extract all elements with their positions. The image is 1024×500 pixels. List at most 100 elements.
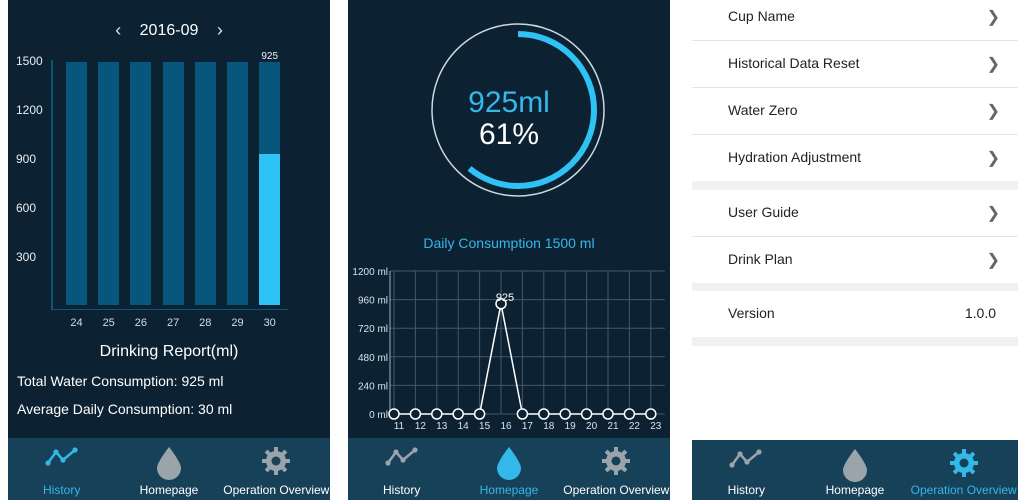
x-tick: 17 <box>522 421 534 432</box>
data-point <box>538 408 550 420</box>
settings-item-drink-plan[interactable]: Drink Plan ❯ <box>692 237 1018 283</box>
y-tick: 300 <box>16 250 37 264</box>
data-point <box>623 408 636 420</box>
x-tick: 29 <box>231 317 244 329</box>
settings-item-historical-data-reset[interactable]: Historical Data Reset ❯ <box>692 41 1018 87</box>
y-tick: 240 ml <box>358 381 388 392</box>
x-tick: 23 <box>650 421 662 432</box>
nav-operation-label: Operation Overview <box>910 483 1017 497</box>
nav-operation[interactable]: Operation Overview <box>909 440 1018 500</box>
data-point <box>580 408 593 420</box>
x-tick: 30 <box>263 317 276 329</box>
y-tick: 0 ml <box>369 410 388 421</box>
nav-operation-label: Operation Overview <box>223 483 330 497</box>
data-point <box>431 408 443 420</box>
bottom-nav: History Homepage Operation <box>692 440 1018 500</box>
blank-area <box>692 346 1018 440</box>
bar-25 <box>98 62 120 305</box>
settings-screen: Cup Name ❯ Historical Data Reset ❯ Water… <box>692 0 1018 500</box>
divider <box>692 40 1018 41</box>
bar-29 <box>227 62 248 305</box>
nav-history[interactable]: History <box>348 438 455 500</box>
x-tick: 27 <box>166 317 180 329</box>
settings-item-label: User Guide <box>728 204 799 220</box>
chevron-left-icon[interactable]: ‹ <box>115 20 122 40</box>
nav-history-label: History <box>382 483 421 497</box>
x-tick: 22 <box>629 421 641 432</box>
bar-30 <box>259 62 281 305</box>
month-label: 2016-09 <box>139 21 199 39</box>
nav-operation[interactable]: Operation Overview <box>223 438 330 500</box>
version-value: 1.0.0 <box>964 305 996 321</box>
settings-item-label: Drink Plan <box>728 251 793 267</box>
settings-item-user-guide[interactable]: User Guide ❯ <box>692 190 1018 236</box>
history-screen: ‹ 2016-09 › 1500 1200 900 600 300 24 25 26… <box>8 0 330 500</box>
y-tick: 900 <box>16 152 37 166</box>
chevron-right-icon: ❯ <box>986 56 1000 73</box>
settings-item-version: Version 1.0.0 <box>692 291 1018 337</box>
y-tick: 1200 ml <box>352 267 388 278</box>
nav-history-label: History <box>42 483 81 497</box>
chevron-right-icon[interactable]: › <box>216 20 223 40</box>
nav-operation-label: Operation Overview <box>563 483 670 497</box>
history-icon <box>45 447 78 466</box>
settings-item-label: Water Zero <box>728 102 798 118</box>
x-tick: 24 <box>70 317 83 329</box>
nav-homepage-label: Homepage <box>479 483 539 497</box>
report-title: Drinking Report(ml) <box>99 343 239 360</box>
x-tick: 25 <box>102 317 115 329</box>
progress-gauge <box>431 23 605 197</box>
settings-item-hydration-adjustment[interactable]: Hydration Adjustment ❯ <box>692 135 1018 181</box>
data-point <box>388 408 400 420</box>
volume-value: 925ml <box>468 86 550 119</box>
nav-history[interactable]: History <box>692 440 801 500</box>
nav-homepage[interactable]: Homepage <box>801 440 910 500</box>
version-label: Version <box>728 305 775 321</box>
line-chart: 1200 ml 960 ml 720 ml 480 ml 240 ml 0 ml 11 12 1… <box>352 267 665 432</box>
percent-value: 61% <box>478 118 540 151</box>
x-tick: 13 <box>436 421 448 432</box>
settings-item-cup-name[interactable]: Cup Name ❯ <box>692 0 1018 40</box>
nav-history[interactable]: History <box>8 438 115 500</box>
nav-homepage[interactable]: Homepage <box>115 438 222 500</box>
bar-27 <box>162 62 184 305</box>
history-icon <box>729 449 762 468</box>
point-label: 925 <box>496 292 514 304</box>
nav-operation[interactable]: Operation Overview <box>563 438 670 500</box>
nav-homepage[interactable]: Homepage <box>455 438 562 500</box>
chevron-right-icon: ❯ <box>986 9 1000 26</box>
drop-icon <box>156 447 181 480</box>
x-tick: 26 <box>134 317 148 329</box>
divider <box>692 134 1018 135</box>
bottom-nav: History Homepage Operation <box>8 438 330 500</box>
data-point <box>452 408 464 420</box>
bottom-nav: History Homepage Operation <box>348 438 670 500</box>
daily-consumption: Daily Consumption 1500 ml <box>423 235 595 251</box>
x-tick: 28 <box>199 317 212 329</box>
divider <box>692 87 1018 88</box>
chevron-right-icon: ❯ <box>986 150 1000 167</box>
x-tick: 11 <box>394 421 405 432</box>
x-tick: 12 <box>415 421 427 432</box>
data-point <box>473 408 486 420</box>
settings-item-water-zero[interactable]: Water Zero ❯ <box>692 88 1018 134</box>
x-tick: 14 <box>458 421 470 432</box>
y-tick: 1500 <box>16 54 43 68</box>
divider <box>692 236 1018 237</box>
month-selector: ‹ 2016-09 › <box>8 20 330 41</box>
data-point <box>602 408 614 420</box>
gear-icon <box>602 447 631 475</box>
y-tick: 480 ml <box>358 353 388 364</box>
gear-icon <box>949 449 978 477</box>
chevron-right-icon: ❯ <box>986 103 1000 120</box>
chevron-right-icon: ❯ <box>986 252 1000 269</box>
y-tick: 600 <box>16 201 37 215</box>
settings-item-label: Historical Data Reset <box>728 55 860 71</box>
data-point <box>495 298 507 310</box>
x-tick: 15 <box>479 421 491 432</box>
nav-history-label: History <box>727 483 765 497</box>
y-axis <box>51 60 53 310</box>
bar-24 <box>66 62 87 305</box>
x-tick: 21 <box>607 421 619 432</box>
history-icon <box>385 447 418 466</box>
